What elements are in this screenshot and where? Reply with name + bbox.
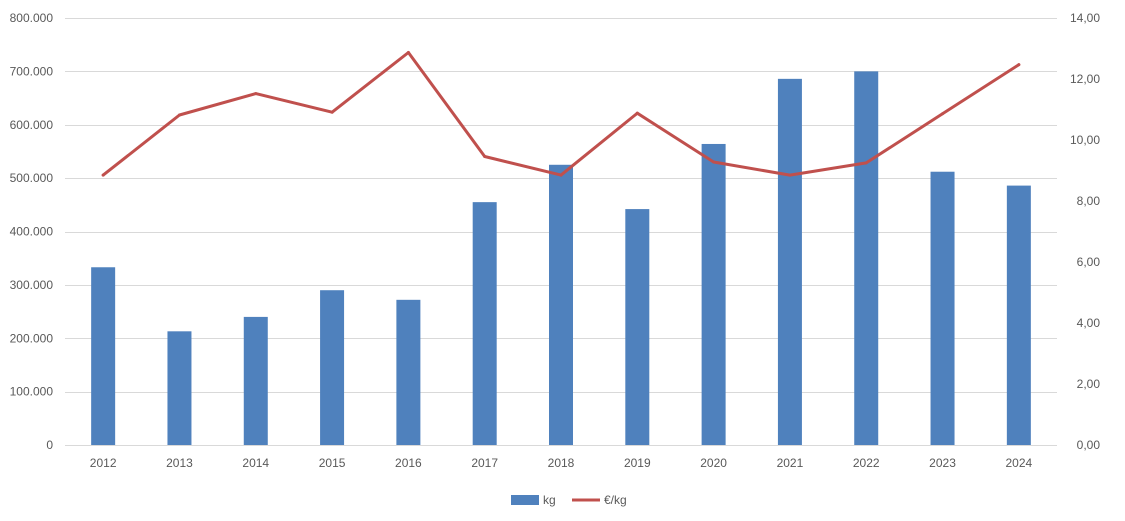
line-point-2019: [635, 111, 639, 115]
x-tick-label: 2019: [624, 456, 651, 470]
bar-2018: [549, 164, 573, 445]
line-point-2018: [559, 173, 563, 177]
legend-label-eur-per-kg: €/kg: [604, 493, 627, 507]
y-left-tick-label: 600.000: [10, 118, 54, 132]
x-tick-label: 2020: [700, 456, 727, 470]
x-tick-label: 2024: [1005, 456, 1032, 470]
bar-2024: [1006, 185, 1031, 445]
line-point-2015: [330, 110, 334, 114]
bar-2014: [243, 316, 268, 445]
legend-item-eur-per-kg: €/kg: [572, 493, 627, 507]
y-left-tick-label: 300.000: [10, 278, 54, 292]
y-right-tick-label: 2,00: [1077, 377, 1101, 391]
y-left-tick-label: 200.000: [10, 331, 54, 345]
y-axis-left-labels: 0 100.000 200.000 300.000 400.000 500.000 600.…: [10, 11, 54, 452]
x-tick-label: 2014: [242, 456, 269, 470]
line-point-2016: [406, 50, 410, 54]
line-point-2014: [254, 92, 258, 96]
x-tick-label: 2021: [777, 456, 804, 470]
y-axis-right-labels: 0,00 2,00 4,00 6,00 8,00 10,00 12,00 14,00: [1070, 11, 1100, 452]
y-right-tick-label: 6,00: [1077, 255, 1101, 269]
line-eur-per-kg: [101, 51, 1021, 177]
legend-item-kg: kg: [511, 493, 556, 507]
line-point-2023: [941, 112, 945, 116]
line-point-2017: [483, 154, 487, 158]
legend-label-kg: kg: [543, 493, 556, 507]
y-right-tick-label: 0,00: [1077, 438, 1101, 452]
x-tick-label: 2016: [395, 456, 422, 470]
line-point-2012: [101, 173, 105, 177]
x-tick-label: 2018: [548, 456, 575, 470]
y-left-tick-label: 100.000: [10, 385, 54, 399]
line-point-2024: [1017, 63, 1021, 67]
bar-2019: [625, 209, 650, 445]
line-series-eur-per-kg: [101, 50, 1021, 177]
y-left-tick-label: 500.000: [10, 171, 54, 185]
y-right-tick-label: 4,00: [1077, 316, 1101, 330]
bar-2022: [854, 71, 879, 445]
line-point-2020: [712, 160, 716, 164]
bar-2021: [777, 78, 802, 445]
bar-2015: [320, 290, 345, 445]
x-tick-label: 2023: [929, 456, 956, 470]
y-right-tick-label: 14,00: [1070, 11, 1100, 25]
bar-2023: [930, 171, 955, 445]
y-left-tick-label: 400.000: [10, 225, 54, 239]
line-point-2022: [864, 161, 868, 165]
x-axis-labels: 2012 2013 2014 2015 2016 2017 2018 2019 2020 2021…: [90, 456, 1033, 470]
y-left-tick-label: 800.000: [10, 11, 54, 25]
bar-2017: [472, 202, 497, 445]
legend: kg €/kg: [511, 493, 627, 507]
bar-2016: [396, 299, 421, 445]
y-left-tick-label: 700.000: [10, 64, 54, 78]
y-right-tick-label: 10,00: [1070, 133, 1100, 147]
bar-series-kg: [91, 71, 1031, 445]
x-tick-label: 2022: [853, 456, 880, 470]
bar-2013: [167, 331, 192, 445]
x-tick-label: 2013: [166, 456, 193, 470]
line-point-2021: [788, 173, 792, 177]
y-left-tick-label: 0: [46, 438, 53, 452]
y-right-tick-label: 12,00: [1070, 72, 1100, 86]
bar-2020: [701, 143, 726, 445]
x-tick-label: 2017: [471, 456, 498, 470]
x-tick-label: 2015: [319, 456, 346, 470]
x-tick-label: 2012: [90, 456, 117, 470]
y-right-tick-label: 8,00: [1077, 194, 1101, 208]
line-point-2013: [177, 113, 181, 117]
bar-2012: [91, 267, 116, 445]
legend-swatch-bar: [511, 495, 539, 505]
